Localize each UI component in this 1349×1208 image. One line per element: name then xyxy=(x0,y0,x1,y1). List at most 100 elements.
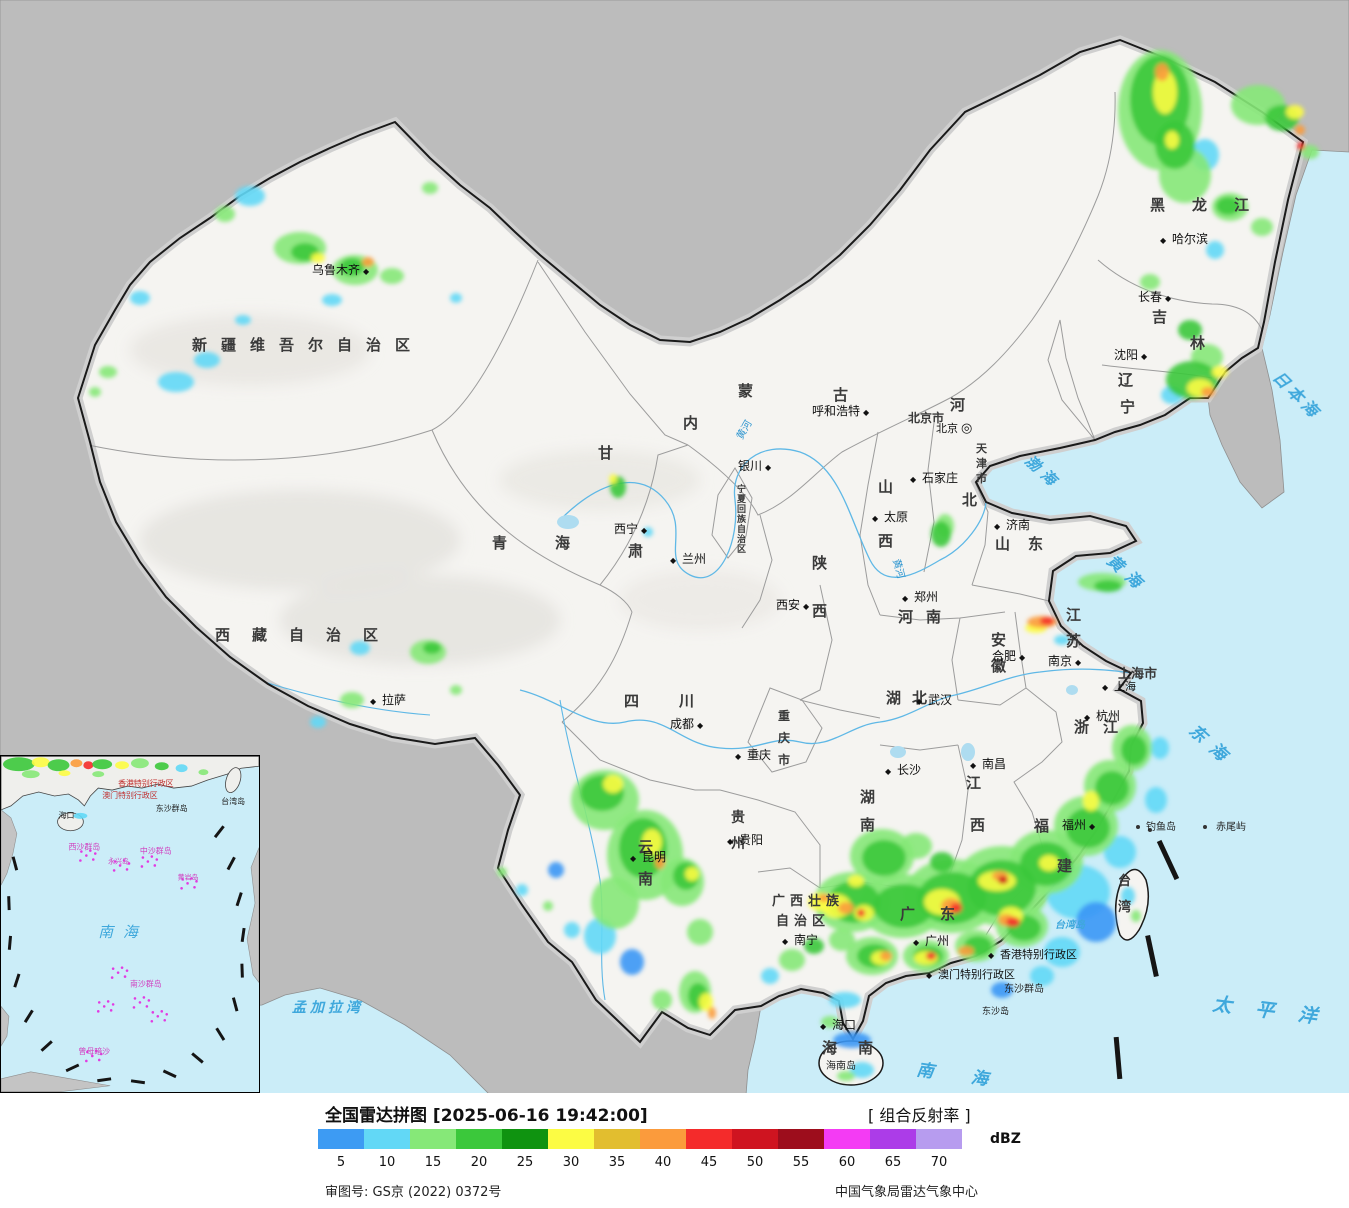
radar-echo xyxy=(1206,241,1224,259)
province-label: 青海 xyxy=(492,534,618,552)
city-marker-icon: ◆ xyxy=(1084,713,1091,722)
scale-value: 50 xyxy=(746,1155,764,1170)
island-label: 东沙岛 xyxy=(982,1005,1009,1017)
inset-island-dot xyxy=(150,855,154,858)
inset-island-dot xyxy=(141,856,145,859)
province-label: 新疆维吾尔自治区 xyxy=(192,336,424,354)
city-label: 福州 xyxy=(1062,817,1086,832)
province-label: 西 xyxy=(878,532,893,550)
city-marker-icon: ◆ xyxy=(1102,683,1109,692)
city-marker-icon: ◆ xyxy=(670,556,677,565)
inset-island-dot xyxy=(113,860,117,863)
inset-island-dot xyxy=(127,862,131,865)
radar-echo xyxy=(779,949,805,971)
city-marker-icon: ◆ xyxy=(727,837,734,846)
boundary-dash-segment xyxy=(1156,839,1180,881)
inset-label: 澳门特别行政区 xyxy=(102,790,158,800)
taiwan-island xyxy=(1114,868,1150,941)
inset-island-dot xyxy=(150,1019,154,1023)
boundary-dash-segment xyxy=(191,1052,204,1064)
radar-echo xyxy=(685,867,699,881)
radar-echo xyxy=(833,1032,871,1048)
scale-value: 20 xyxy=(470,1155,488,1170)
inset-island-dot xyxy=(85,1059,88,1063)
radar-echo xyxy=(699,993,713,1011)
province-label: 江 xyxy=(966,774,981,792)
city-label: 南昌 xyxy=(982,756,1006,771)
inset-label: 东沙群岛 xyxy=(156,803,188,813)
radar-echo xyxy=(642,829,662,855)
radar-echo xyxy=(837,1071,855,1081)
radar-echo xyxy=(1145,787,1167,813)
province-label: 北京市 xyxy=(908,410,944,425)
radar-echo xyxy=(311,253,325,263)
radar-echo xyxy=(1006,917,1020,927)
city-marker-icon: ◆ xyxy=(885,767,892,776)
inset-island-dot xyxy=(195,880,198,883)
radar-echo xyxy=(198,769,209,776)
boundary-dash-segment xyxy=(162,1069,177,1079)
boundary-dash-segment xyxy=(40,1040,53,1052)
inset-island-dot xyxy=(120,966,124,969)
inset-island-dot xyxy=(122,859,126,862)
scale-step: 25 xyxy=(502,1129,548,1170)
province-label: 肃 xyxy=(628,542,643,560)
radar-echo xyxy=(543,901,553,911)
inset-label: 海口 xyxy=(59,810,75,820)
scale-value: 40 xyxy=(654,1155,672,1170)
boundary-dash-segment xyxy=(1145,934,1159,978)
province-label: 重庆市 xyxy=(777,708,790,767)
inset-island-dot xyxy=(138,1001,142,1004)
inset-island-dot xyxy=(111,1003,115,1006)
island-label: 钓鱼岛 xyxy=(1146,820,1176,833)
city-label: 哈尔滨 xyxy=(1172,231,1208,246)
inset-island-dot xyxy=(180,886,183,890)
radar-echo xyxy=(422,182,438,194)
province-label: 广西壮族 xyxy=(772,893,844,909)
scale-value: 65 xyxy=(884,1155,902,1170)
radar-echo xyxy=(761,968,779,984)
city-marker-icon: ◆ xyxy=(1165,294,1172,303)
scale-swatch xyxy=(502,1129,548,1149)
city-marker-icon: ◆ xyxy=(782,937,789,946)
radar-echo xyxy=(848,875,864,887)
radar-echo xyxy=(708,1007,716,1019)
radar-echo xyxy=(235,186,265,206)
province-label: 龙 xyxy=(1191,196,1207,214)
province-label: 天津市 xyxy=(976,442,988,485)
city-label: 杭州 xyxy=(1096,708,1120,723)
radar-echo xyxy=(1094,580,1122,592)
national-border xyxy=(76,38,1305,1044)
inset-island-dot xyxy=(147,999,151,1002)
city-marker-icon: ◆ xyxy=(902,594,909,603)
radar-echo xyxy=(99,366,117,378)
scale-value: 10 xyxy=(378,1155,396,1170)
city-label: 兰州 xyxy=(682,552,706,566)
scale-swatch xyxy=(594,1129,640,1149)
city-marker-icon: ◆ xyxy=(630,854,637,863)
radar-echo xyxy=(1286,105,1304,119)
radar-echo xyxy=(880,951,892,961)
sea-label: 台湾岛 xyxy=(1055,919,1086,931)
radar-echo xyxy=(1140,274,1160,290)
radar-echo xyxy=(58,770,71,777)
island-label: 海南岛 xyxy=(826,1059,856,1072)
radar-echo xyxy=(423,642,441,654)
radar-echo xyxy=(31,757,50,768)
radar-echo xyxy=(862,840,906,876)
scale-value: 35 xyxy=(608,1155,626,1170)
scale-value: 30 xyxy=(562,1155,580,1170)
city-label: 西宁 xyxy=(614,521,638,536)
color-scale-row: 5 10 15 20 25 30 35 40 45 50 55 60 65 70 dBZ xyxy=(318,1129,1021,1170)
inset-island-dot xyxy=(123,975,127,978)
inset-island-dot xyxy=(111,967,115,970)
province-label: 西 xyxy=(970,816,985,834)
province-label: 海 xyxy=(822,1039,837,1057)
boundary-dash-segment xyxy=(240,927,246,943)
radar-echo xyxy=(450,293,462,303)
boundary-dash-segment xyxy=(226,856,236,871)
province-label: 云南 xyxy=(638,838,653,888)
scale-step: 5 xyxy=(318,1129,364,1170)
